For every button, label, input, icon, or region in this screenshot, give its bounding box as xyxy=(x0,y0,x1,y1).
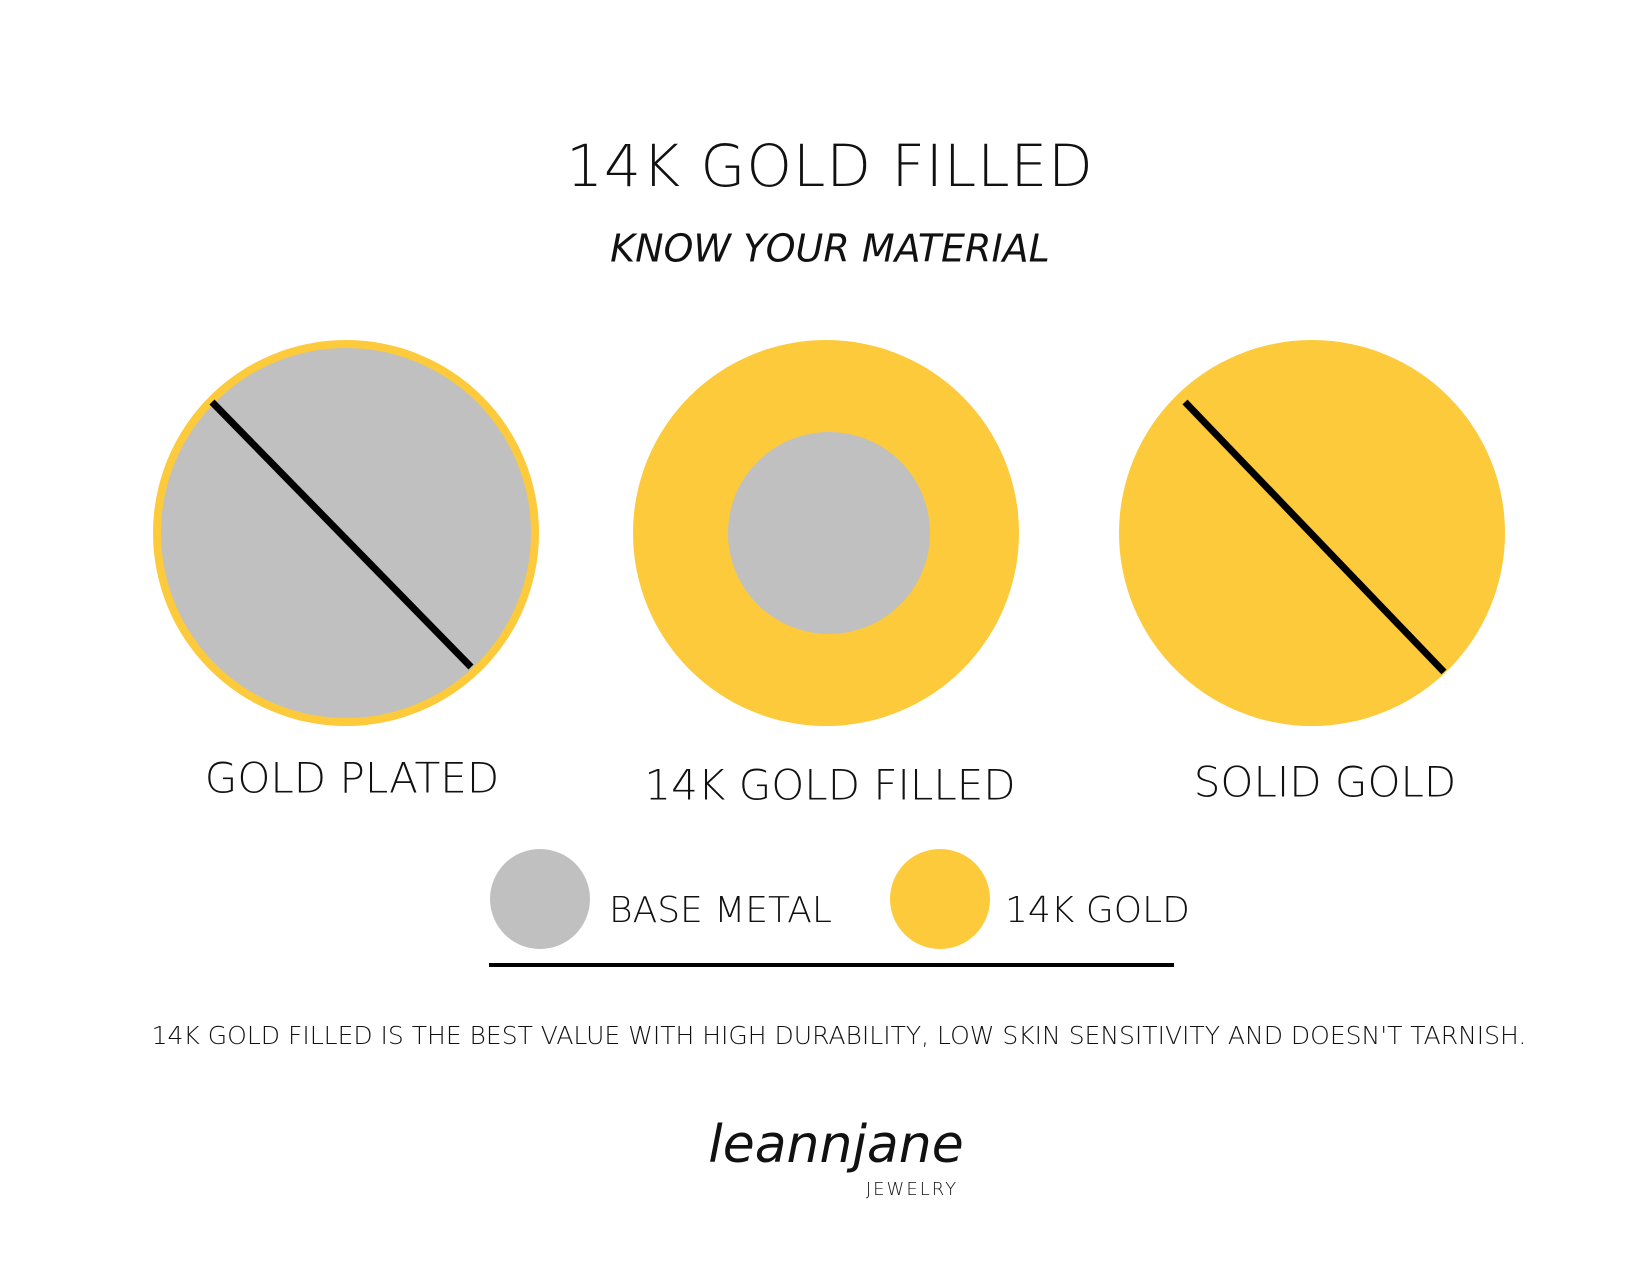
logo-name: leannjane xyxy=(708,1115,963,1175)
legend-swatch xyxy=(890,849,990,949)
diagram-label: GOLD PLATED xyxy=(205,754,499,803)
legend-label: BASE METAL xyxy=(609,890,832,931)
cut-line xyxy=(1182,399,1447,675)
diagram-label: SOLID GOLD xyxy=(1194,758,1457,807)
cut-line xyxy=(209,399,474,670)
legend-label: 14K GOLD xyxy=(1005,890,1190,931)
subtitle: KNOW YOUR MATERIAL xyxy=(610,227,1050,271)
filled-core xyxy=(728,432,930,634)
diagram-label: 14K GOLD FILLED xyxy=(644,761,1015,810)
legend-swatch xyxy=(490,849,590,949)
title: 14K GOLD FILLED xyxy=(566,132,1094,200)
logo-tagline: JEWELRY xyxy=(866,1179,958,1200)
note: 14K GOLD FILLED IS THE BEST VALUE WITH H… xyxy=(152,1021,1527,1050)
